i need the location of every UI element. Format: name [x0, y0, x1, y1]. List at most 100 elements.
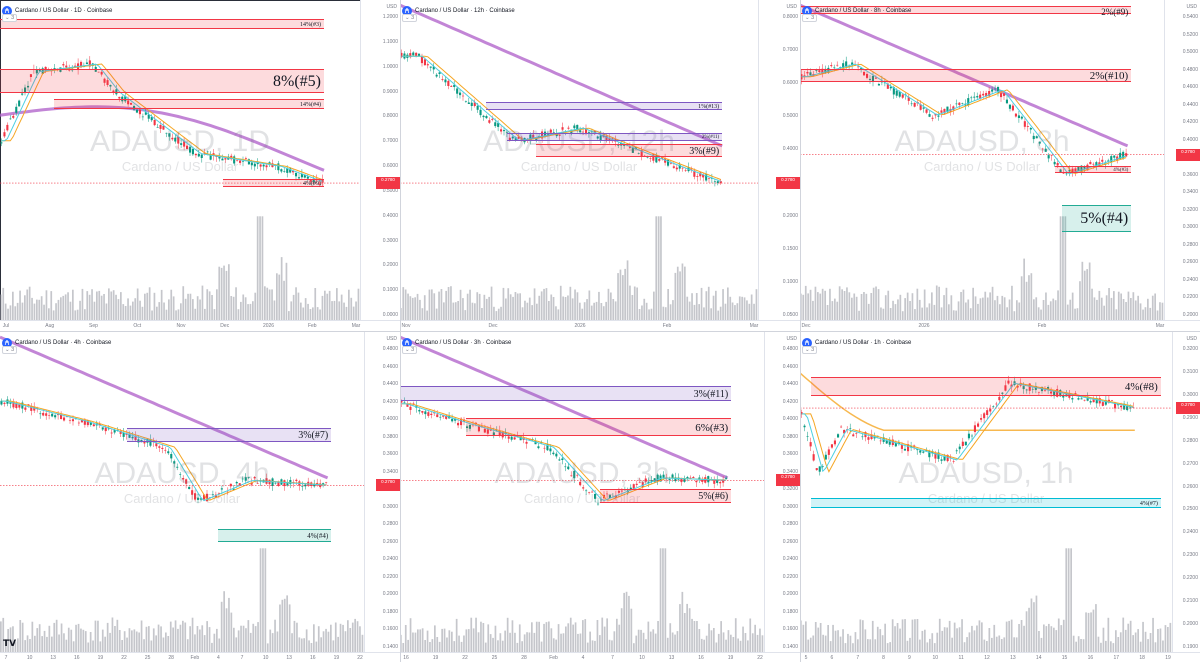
zone-box-green[interactable]: 5%(#4) — [1062, 204, 1132, 232]
volume-bar — [326, 293, 329, 320]
volume-bar — [232, 296, 235, 320]
volume-bar — [986, 297, 989, 320]
price-axis[interactable]: USD0.80000.70000.60000.50000.40000.30000… — [758, 0, 800, 320]
panel-divider[interactable] — [0, 331, 1200, 332]
price-plot[interactable] — [0, 332, 364, 652]
chart-title[interactable]: Cardano / US Dollar · 12h · Coinbase — [415, 8, 515, 14]
chart-header[interactable]: ₳ Cardano / US Dollar · 12h · Coinbase — [402, 2, 515, 20]
chart-panel-p2[interactable]: ADAUSD, 12h Cardano / US Dollar 1%(#13) 2%(… — [400, 0, 800, 330]
zone-box-red[interactable]: 4%(#8) — [811, 376, 1161, 396]
volume-bar — [131, 630, 133, 652]
volume-bar — [345, 306, 348, 320]
zone-box-red[interactable]: 5%(#6) — [600, 488, 732, 504]
chart-title[interactable]: Cardano / US Dollar · 3h · Coinbase — [415, 340, 512, 346]
time-axis[interactable]: 16 19 22 25 28 Feb 4 7 10 13 16 19 22 — [400, 652, 800, 662]
chart-header[interactable]: ₳ Cardano / US Dollar · 4h · Coinbase — [2, 334, 111, 352]
candle-body — [197, 153, 200, 157]
indicators-count-toggle[interactable]: ⌄ 3 — [402, 346, 418, 354]
price-axis[interactable]: USD 0.3200 0.3100 0.3000 0.2900 0.2800 0.2700 0… — [1172, 332, 1200, 652]
volume-bar — [1161, 302, 1164, 320]
zone-box-red[interactable]: 2%(#10) — [800, 68, 1132, 82]
volume-bar — [645, 639, 647, 652]
indicators-count-toggle[interactable]: ⌄ 3 — [402, 14, 418, 22]
time-axis[interactable]: Nov Dec 2026 Feb Mar — [400, 320, 800, 330]
zone-box-blue[interactable]: 4%(#7) — [811, 498, 1161, 508]
tradingview-logo-icon[interactable]: TV — [3, 639, 17, 649]
chart-header[interactable]: ₳ Cardano / US Dollar · 3h · Coinbase — [402, 334, 511, 352]
price-plot[interactable] — [800, 332, 1172, 652]
chart-panel-p6[interactable]: ADAUSD, 1h Cardano / US Dollar 4%(#8) 4%(#7… — [800, 332, 1200, 662]
zone-box-red[interactable]: 8%(#5) — [0, 68, 324, 93]
time-axis[interactable]: 7 10 13 16 19 22 25 28 Feb 4 7 10 13 16 19 22 — [0, 652, 400, 662]
candle-body — [806, 436, 809, 437]
indicators-count-toggle[interactable]: ⌄ 3 — [2, 346, 18, 354]
zone-box-red[interactable]: 3%(#9) — [536, 144, 723, 157]
chart-header[interactable]: ₳ Cardano / US Dollar · 1D · Coinbase — [2, 2, 112, 20]
price-tick-label: 0.3600 — [1182, 171, 1198, 178]
zone-box-red[interactable]: 4%(#3) — [1054, 166, 1132, 173]
indicators-count-toggle[interactable]: ⌄ 3 — [2, 14, 18, 22]
zone-box-red[interactable]: 6%(#3) — [465, 418, 732, 436]
price-plot[interactable] — [800, 0, 1164, 320]
chart-header[interactable]: ₳ Cardano / US Dollar · 8h · Coinbase — [802, 2, 911, 20]
candle-body — [943, 108, 946, 114]
candle-body — [997, 87, 1000, 93]
candle-body — [42, 412, 45, 416]
volume-bar — [93, 301, 96, 320]
zone-box-red[interactable]: 4%(#9) — [223, 179, 324, 188]
volume-bar — [1072, 635, 1075, 652]
zone-box-red[interactable]: 14%(#4) — [54, 99, 324, 109]
chart-title[interactable]: Cardano / US Dollar · 1D · Coinbase — [15, 8, 113, 14]
volume-bar — [438, 291, 440, 320]
price-plot[interactable] — [400, 0, 758, 320]
volume-bar — [1080, 639, 1082, 652]
volume-bar — [327, 631, 330, 652]
zone-box-purple[interactable]: 3%(#11) — [400, 386, 732, 401]
volume-bar — [60, 297, 62, 320]
price-axis[interactable]: USD 0.5400 0.5200 0.5000 0.4800 0.4600 0.4400 0… — [1164, 0, 1200, 320]
zone-box-red[interactable]: 14%(#3) — [0, 19, 324, 29]
time-axis[interactable]: Dec 2026 Feb Mar — [800, 320, 1200, 330]
zone-box-red[interactable]: 2%(#9) — [800, 6, 1132, 17]
chart-title[interactable]: Cardano / US Dollar · 4h · Coinbase — [15, 340, 112, 346]
zone-box-purple[interactable]: 2%(#11) — [507, 132, 723, 141]
price-axis[interactable]: USD 0.4800 0.4600 0.4400 0.4200 0.4000 0.3800 0… — [364, 332, 400, 652]
zone-box-green[interactable]: 4%(#4) — [218, 528, 332, 542]
time-tick-label: 13 — [286, 655, 292, 661]
price-tick-label: 0.3200 — [1182, 346, 1198, 352]
price-axis[interactable]: USD 1.2000 1.1000 1.0000 0.9000 0.8000 0.7000 0… — [360, 0, 400, 320]
chart-title[interactable]: Cardano / US Dollar · 1h · Coinbase — [815, 340, 912, 346]
volume-bar — [812, 300, 814, 320]
price-plot[interactable] — [0, 0, 360, 320]
chart-panel-p3[interactable]: ADAUSD, 8h Cardano / US Dollar 2%(#9) 2%(#1… — [800, 0, 1200, 330]
candle-body — [1059, 169, 1062, 173]
volume-bar — [574, 289, 576, 320]
chart-panel-p4[interactable]: ADAUSD, 4h Cardano / US Dollar 3%(#7) 4%(#4… — [0, 332, 400, 662]
volume-bar — [1115, 309, 1118, 320]
chart-header[interactable]: ₳ Cardano / US Dollar · 1h · Coinbase — [802, 334, 911, 352]
price-axis[interactable]: USD 0.4800 0.4600 0.4400 0.4200 0.4000 0.3800 0… — [764, 332, 800, 652]
candle-body — [1059, 390, 1062, 397]
time-axis[interactable]: Jul Aug Sep Oct Nov Dec 2026 Feb Mar — [0, 320, 400, 330]
indicators-count-toggle[interactable]: ⌄ 3 — [802, 346, 818, 354]
zone-box-purple[interactable]: 1%(#13) — [485, 102, 723, 111]
volume-bar — [187, 293, 189, 320]
indicators-count-toggle[interactable]: ⌄ 3 — [802, 14, 818, 22]
time-axis[interactable]: 5 6 7 8 9 10 11 12 13 14 15 16 17 18 19 — [800, 652, 1200, 662]
price-plot[interactable] — [400, 332, 764, 652]
volume-bar — [182, 286, 185, 320]
chart-panel-p5[interactable]: ADAUSD, 3h Cardano / US Dollar 3%(#11) 6%(#… — [400, 332, 800, 662]
volume-bar — [703, 639, 705, 652]
candle-body — [100, 71, 103, 75]
volume-bar — [610, 292, 612, 320]
chart-panel-p1[interactable]: ADAUSD, 1D Cardano / US Dollar 14%(#3) 8%(#… — [0, 0, 400, 330]
volume-bar — [184, 622, 187, 652]
volume-bar — [455, 618, 458, 652]
price-tick-label: 0.5000 — [382, 187, 398, 194]
volume-bar — [972, 287, 974, 320]
volume-bar — [96, 291, 98, 320]
zone-box-purple[interactable]: 3%(#7) — [127, 428, 332, 443]
candle-body — [1000, 93, 1003, 98]
chart-title[interactable]: Cardano / US Dollar · 8h · Coinbase — [815, 8, 912, 14]
candle-body — [188, 487, 191, 489]
